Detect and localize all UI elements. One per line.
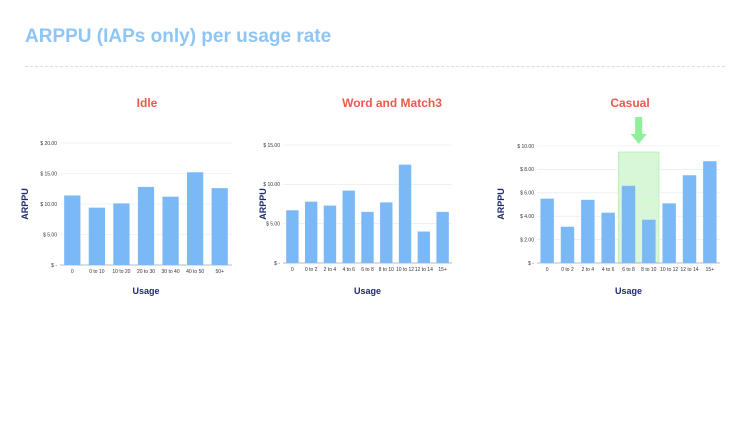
bar-casual-0 xyxy=(540,198,554,263)
bar-word-match3-4 xyxy=(361,211,374,263)
x-tick-label: 10 to 12 xyxy=(396,267,414,273)
bar-word-match3-8 xyxy=(436,211,449,263)
bar-word-match3-1 xyxy=(304,201,318,263)
y-tick-label: $ 10.00 xyxy=(40,202,57,208)
y-tick-label: $ 15.00 xyxy=(263,143,280,149)
bar-idle-1 xyxy=(88,207,105,265)
bar-idle-0 xyxy=(64,195,81,265)
bar-casual-7 xyxy=(682,175,697,263)
x-tick-label: 15+ xyxy=(706,267,715,273)
bar-word-match3-5 xyxy=(380,202,393,263)
x-tick-label: 0 xyxy=(291,267,294,273)
bar-word-match3-6 xyxy=(398,164,412,263)
chart-casual: $ - $ 2.00 $ 4.00 $ 6.00 $ 8.00 $ 10.00 0 0 to … xyxy=(496,117,720,296)
bar-casual-2 xyxy=(581,199,595,263)
x-axis-title: Usage xyxy=(615,286,642,296)
bar-idle-3 xyxy=(137,186,155,265)
x-axis-title: Usage xyxy=(132,286,159,296)
y-tick-label: $ 20.00 xyxy=(40,141,57,147)
x-tick-label: 0 to 2 xyxy=(305,267,318,273)
y-axis-title: ARPPU xyxy=(258,188,268,220)
y-tick-label: $ 5.00 xyxy=(266,221,280,227)
bar-idle-5 xyxy=(187,172,204,265)
y-axis-title: ARPPU xyxy=(496,188,506,220)
x-tick-label: 20 to 30 xyxy=(137,269,155,275)
y-tick-label: $ 2.00 xyxy=(520,237,534,243)
x-tick-label: 4 to 6 xyxy=(602,267,615,273)
y-tick-label: $ 5.00 xyxy=(43,232,57,238)
x-tick-label: 40 to 50 xyxy=(186,269,204,275)
x-axis-title: Usage xyxy=(354,286,381,296)
chart-title-idle: Idle xyxy=(136,96,158,110)
y-tick-label: $ 4.00 xyxy=(520,214,534,220)
x-tick-label: 2 to 4 xyxy=(324,267,337,273)
x-tick-label: 0 xyxy=(71,269,74,275)
x-tick-label: 10 to 12 xyxy=(660,267,678,273)
x-tick-label: 15+ xyxy=(438,267,447,273)
arrow-shaft xyxy=(635,117,643,135)
x-tick-label: 6 to 8 xyxy=(361,267,374,273)
arrow-down-icon xyxy=(630,134,647,144)
y-axis-title: ARPPU xyxy=(20,188,30,220)
x-tick-label: 2 to 4 xyxy=(582,267,595,273)
y-tick-label: $ 6.00 xyxy=(520,191,534,197)
bar-idle-6 xyxy=(211,188,228,265)
x-tick-label: 0 to 2 xyxy=(561,267,574,273)
chart-title-casual: Casual xyxy=(610,96,650,110)
x-tick-label: 0 xyxy=(546,267,549,273)
bar-word-match3-0 xyxy=(286,210,299,263)
bar-idle-2 xyxy=(113,203,130,265)
bar-word-match3-2 xyxy=(323,205,337,263)
header-divider xyxy=(25,66,725,67)
x-tick-label: 8 to 10 xyxy=(641,267,657,273)
x-tick-label: 4 to 6 xyxy=(342,267,355,273)
bar-casual-8 xyxy=(703,161,717,263)
x-tick-label: 30 to 40 xyxy=(162,269,180,275)
x-tick-label: 0 to 10 xyxy=(89,269,105,275)
bar-word-match3-3 xyxy=(342,190,355,263)
bar-casual-5 xyxy=(642,219,656,263)
bar-casual-6 xyxy=(662,203,676,263)
y-tick-label: $ 8.00 xyxy=(520,167,534,173)
y-tick-label: $ - xyxy=(51,263,57,269)
y-tick-label: $ 10.00 xyxy=(263,182,280,188)
x-tick-label: 6 to 8 xyxy=(622,267,635,273)
x-tick-label: 10 to 20 xyxy=(112,269,130,275)
page-title: ARPPU (IAPs only) per usage rate xyxy=(25,26,332,47)
x-tick-label: 12 to 14 xyxy=(415,267,433,273)
chart-idle: $ - $ 5.00 $ 10.00 $ 15.00 $ 20.00 0 0 to 10 10… xyxy=(20,141,232,296)
x-tick-label: 12 to 14 xyxy=(680,267,698,273)
bar-casual-3 xyxy=(601,212,615,263)
y-tick-label: $ 15.00 xyxy=(40,171,57,177)
y-tick-label: $ - xyxy=(528,261,534,267)
y-tick-label: $ - xyxy=(274,261,280,267)
bar-casual-1 xyxy=(560,226,575,263)
chart-word-match3: $ - $ 5.00 $ 10.00 $ 15.00 0 0 to 2 2 to 4 4 to… xyxy=(258,143,452,296)
x-tick-label: 8 to 10 xyxy=(379,267,395,273)
bar-word-match3-7 xyxy=(417,231,431,263)
bar-casual-4 xyxy=(621,185,636,263)
chart-title-word-match3: Word and Match3 xyxy=(342,96,442,110)
x-tick-label: 50+ xyxy=(215,269,224,275)
y-tick-label: $ 10.00 xyxy=(517,144,534,150)
bar-idle-4 xyxy=(162,196,179,265)
